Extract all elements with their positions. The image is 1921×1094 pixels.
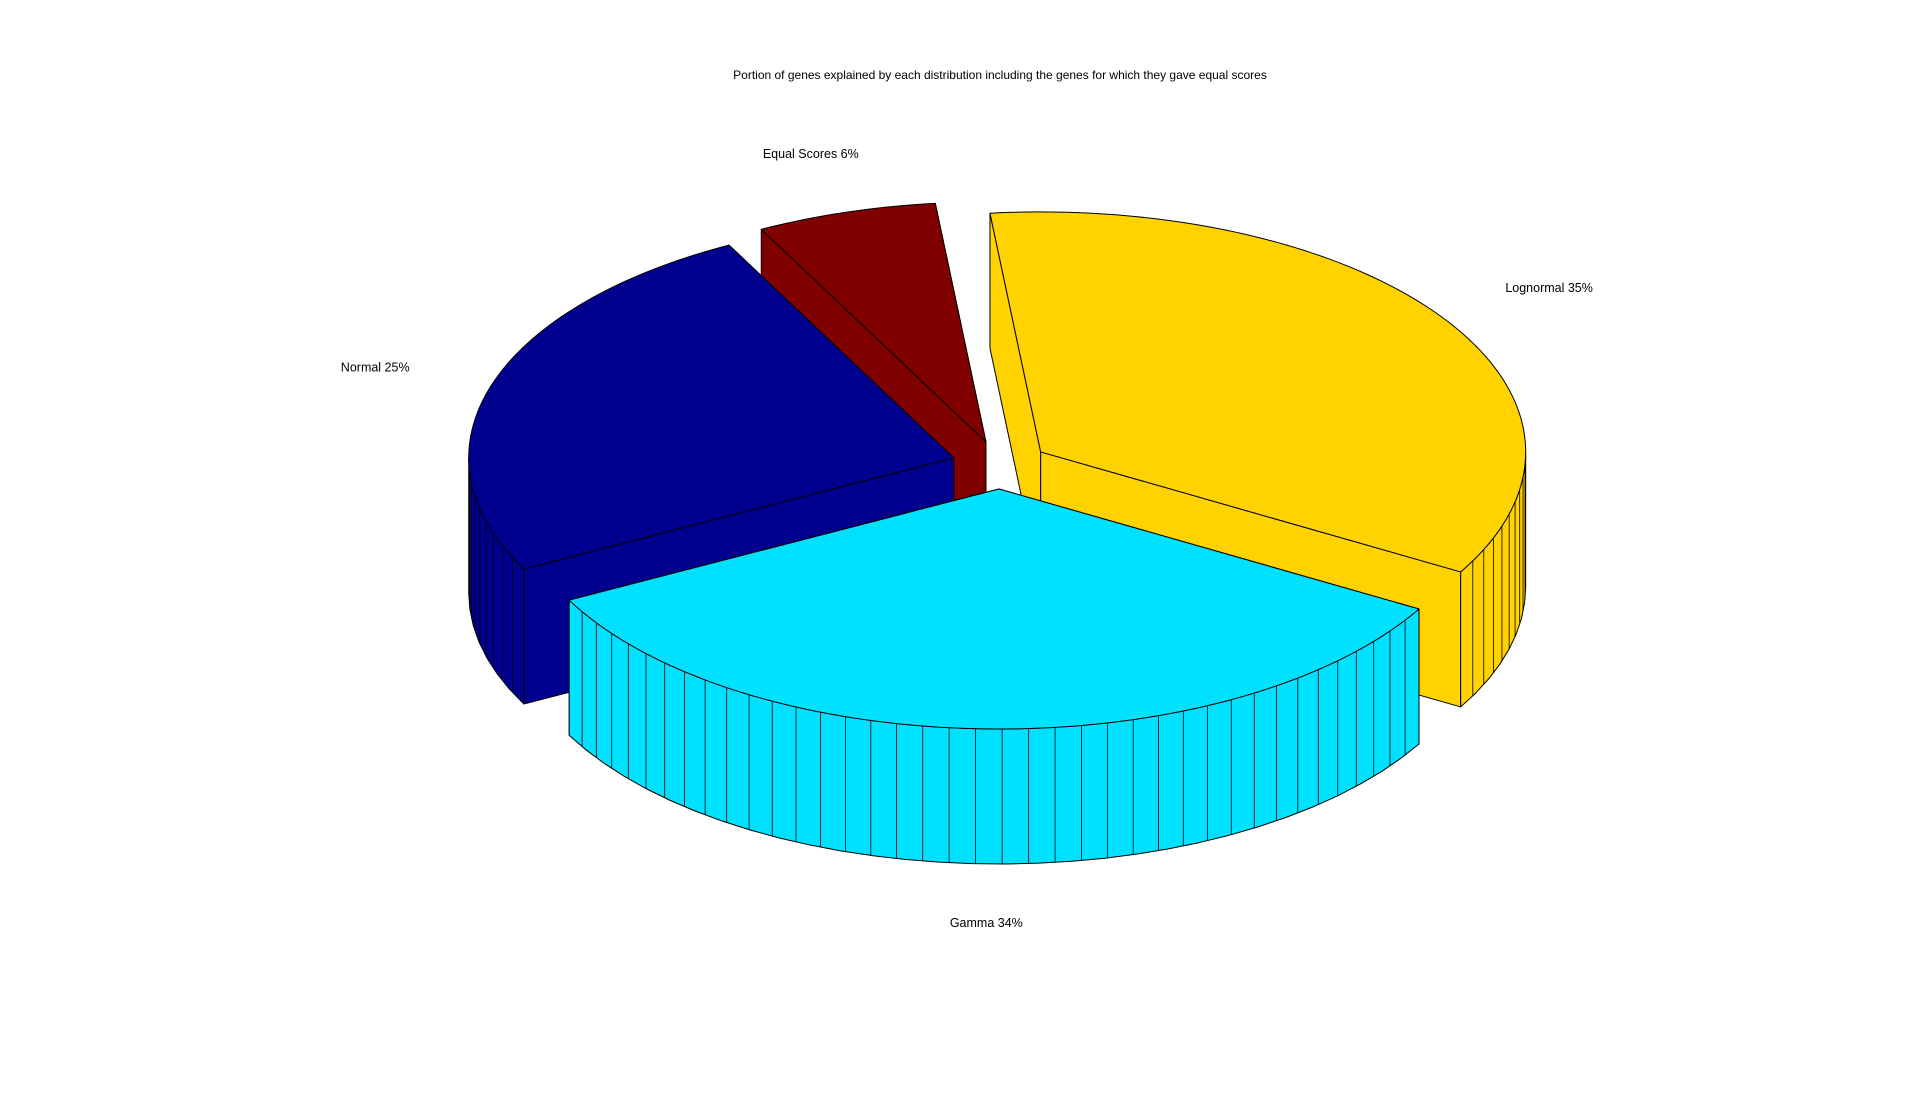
- pie-slice-gamma-top: [568, 488, 1420, 730]
- pie-slice-label-equal-scores: Equal Scores 6%: [763, 147, 859, 161]
- pie-slice-label-gamma: Gamma 34%: [950, 916, 1023, 930]
- pie-slice-gamma: [568, 488, 1420, 865]
- pie-slice-labels: Equal Scores 6% Lognormal 35% Normal 25% Ga…: [341, 147, 1593, 930]
- pie-slice-lognormal-top: [989, 211, 1527, 573]
- pie-slice-label-normal: Normal 25%: [341, 360, 410, 374]
- pie-slice-normal-top: [468, 244, 955, 570]
- pie-slice-label-lognormal: Lognormal 35%: [1505, 281, 1593, 295]
- pie-slice-equal-scores-top: [760, 202, 987, 443]
- chart-title: Portion of genes explained by each distr…: [733, 68, 1267, 82]
- pie-slices: [468, 202, 1527, 865]
